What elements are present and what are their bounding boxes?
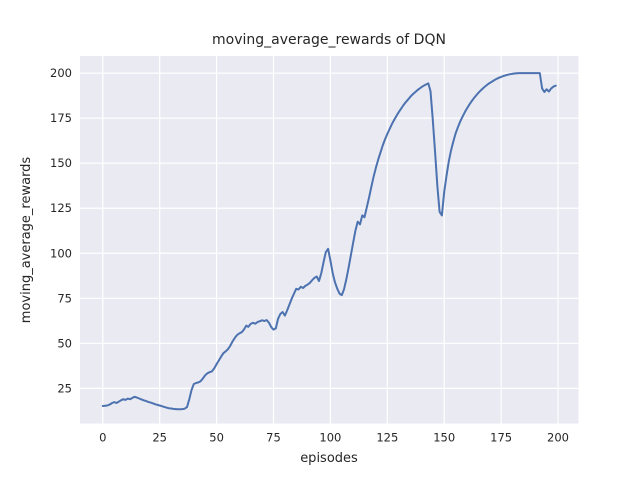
x-tick-label: 175 (490, 431, 512, 445)
y-tick-label: 25 (57, 381, 72, 395)
plot-area (80, 56, 579, 424)
chart-title: moving_average_rewards of DQN (212, 32, 446, 48)
plot-background (80, 56, 579, 424)
x-tick-label: 75 (266, 431, 281, 445)
x-axis-label: episodes (300, 451, 358, 466)
x-tick-label: 150 (433, 431, 455, 445)
x-tick-label: 125 (376, 431, 398, 445)
x-tick-label: 200 (547, 431, 569, 445)
series-line (101, 72, 557, 411)
y-tick-label: 125 (50, 201, 72, 215)
y-tick-label: 50 (57, 336, 72, 350)
y-tick-label: 150 (50, 156, 72, 170)
y-tick-label: 175 (50, 111, 72, 125)
y-tick-label: 75 (57, 291, 72, 305)
x-tick-label: 0 (99, 431, 106, 445)
tick-labels: 0 25 50 75 100 125 150 175 200 25 50 75 100 125 150 175… (50, 66, 569, 444)
y-axis-label: moving_average_rewards (19, 157, 34, 324)
y-tick-label: 100 (50, 246, 72, 260)
x-tick-label: 25 (152, 431, 167, 445)
x-tick-label: 100 (319, 431, 341, 445)
x-tick-label: 50 (209, 431, 224, 445)
y-tick-label: 200 (50, 66, 72, 80)
